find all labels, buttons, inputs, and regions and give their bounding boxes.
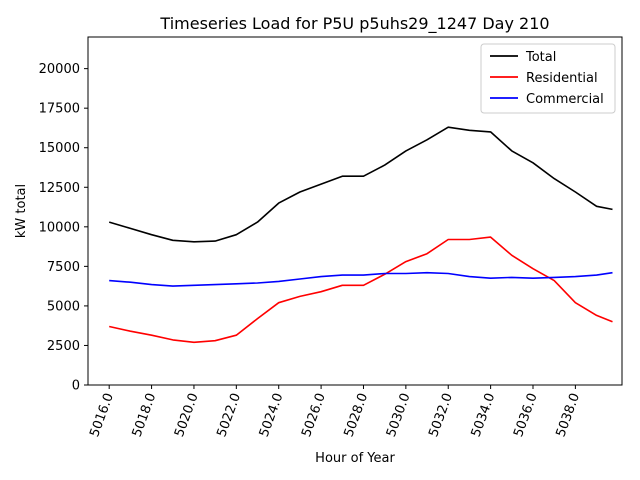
- legend-frame: [480, 43, 616, 114]
- series-line-commercial: [109, 271, 613, 287]
- x-tick-label: 5030.0: [384, 391, 414, 439]
- y-tick-label: 12500: [39, 181, 80, 196]
- legend-label-total: Total: [525, 50, 556, 65]
- y-tick-label: 0: [72, 379, 80, 394]
- x-tick-label: 5018.0: [130, 391, 160, 439]
- x-tick-label: 5028.0: [342, 391, 372, 439]
- chart-title: Timeseries Load for P5U p5uhs29_1247 Day…: [159, 14, 549, 34]
- y-tick-label: 5000: [47, 299, 80, 314]
- x-tick-label: 5036.0: [511, 391, 541, 439]
- y-tick-label: 7500: [47, 260, 80, 275]
- legend: Total Residential Commercial: [480, 43, 616, 114]
- x-tick-label: 5016.0: [87, 391, 117, 439]
- x-tick-label: 5034.0: [469, 391, 499, 439]
- x-axis: 5016.0 5018.0 5020.0 5022.0 5024.0 5026.0 5028…: [87, 385, 583, 439]
- x-tick-label: 5032.0: [426, 391, 456, 439]
- x-tick-label: 5024.0: [257, 391, 287, 439]
- plot-frame: [87, 36, 623, 386]
- y-axis-label: kW total: [14, 184, 29, 238]
- x-tick-label: 5022.0: [214, 391, 244, 439]
- x-tick-label: 5020.0: [172, 391, 202, 439]
- y-tick-label: 17500: [39, 102, 80, 117]
- y-tick-label: 15000: [39, 141, 80, 156]
- x-tick-label: 5038.0: [553, 391, 583, 439]
- x-tick-label: 5026.0: [299, 391, 329, 439]
- y-tick-label: 10000: [39, 220, 80, 235]
- y-axis: 0 2500 5000 7500 10000 12500 15000 17500 20000: [39, 62, 88, 394]
- y-tick-label: 2500: [47, 339, 80, 354]
- legend-label-residential: Residential: [526, 71, 598, 86]
- y-tick-label: 20000: [39, 62, 80, 77]
- legend-label-commercial: Commercial: [526, 92, 604, 107]
- series-line-residential: [109, 236, 613, 344]
- series-layer: [108, 126, 613, 344]
- series-line-total: [108, 126, 613, 243]
- x-axis-label: Hour of Year: [315, 451, 395, 466]
